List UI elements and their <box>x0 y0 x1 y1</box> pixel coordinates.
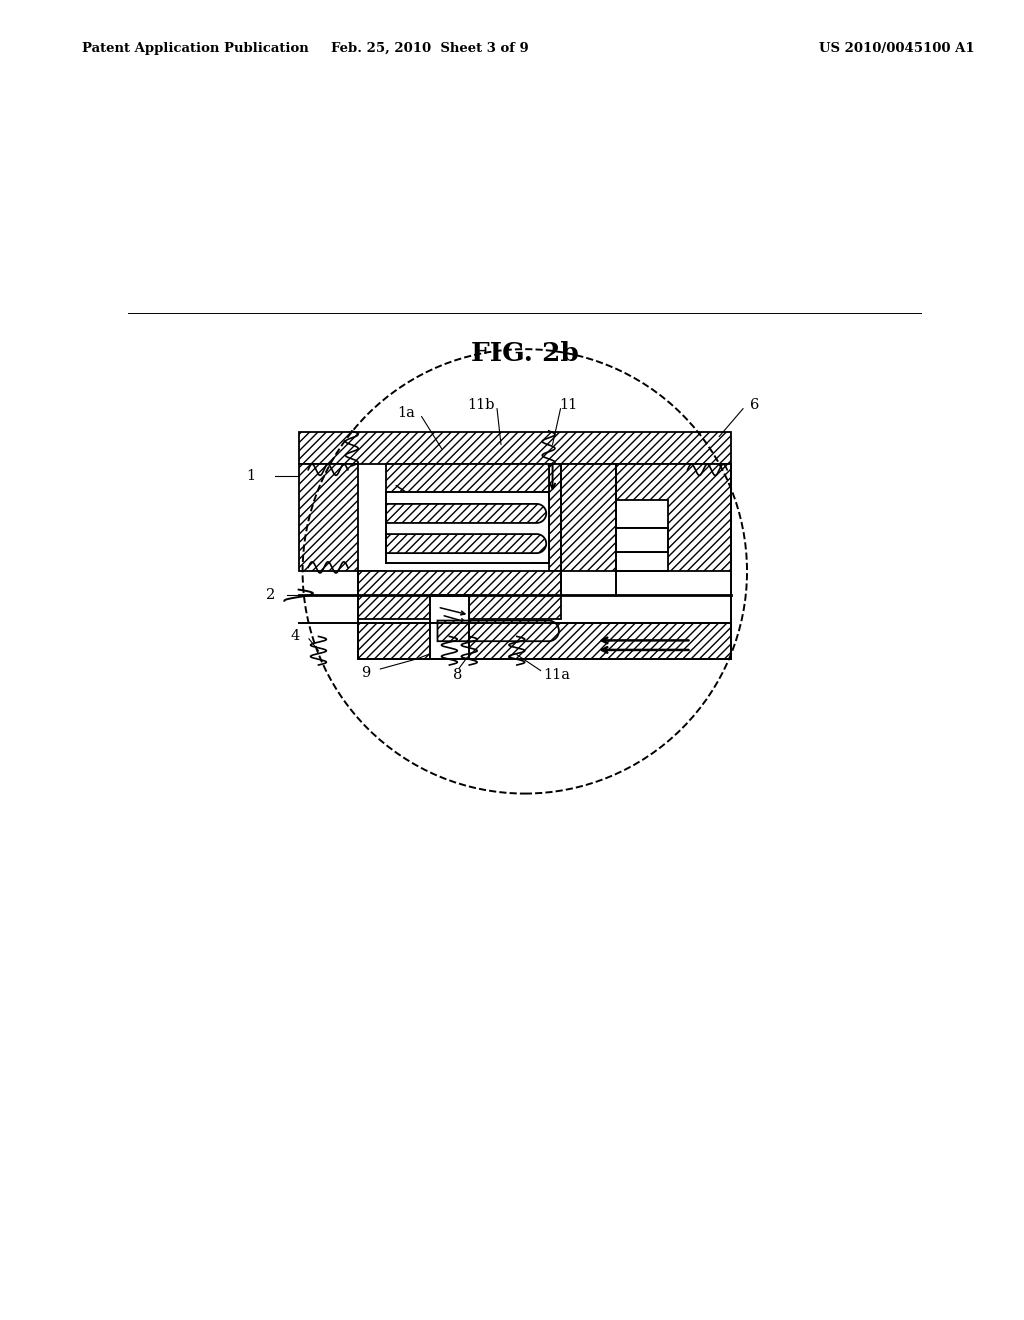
Polygon shape <box>386 492 549 564</box>
Polygon shape <box>299 465 358 572</box>
Polygon shape <box>549 465 560 572</box>
Text: 11a: 11a <box>543 668 570 681</box>
Polygon shape <box>386 535 546 553</box>
Text: 11: 11 <box>559 397 578 412</box>
Text: US 2010/0045100 A1: US 2010/0045100 A1 <box>819 42 975 55</box>
Text: FIG. 2b: FIG. 2b <box>471 341 579 366</box>
Polygon shape <box>437 620 559 642</box>
Text: 8: 8 <box>453 668 462 681</box>
Polygon shape <box>560 465 616 572</box>
Polygon shape <box>616 465 731 572</box>
Polygon shape <box>386 554 528 564</box>
Text: 1: 1 <box>247 469 256 483</box>
Polygon shape <box>386 504 546 523</box>
Polygon shape <box>358 572 560 619</box>
Text: Feb. 25, 2010  Sheet 3 of 9: Feb. 25, 2010 Sheet 3 of 9 <box>331 42 529 55</box>
Polygon shape <box>386 465 549 492</box>
Text: 9: 9 <box>361 667 371 680</box>
Polygon shape <box>430 595 469 659</box>
Text: Patent Application Publication: Patent Application Publication <box>82 42 308 55</box>
Text: 4: 4 <box>290 630 299 643</box>
Polygon shape <box>386 492 528 503</box>
Polygon shape <box>469 623 731 659</box>
Text: 11b: 11b <box>467 397 495 412</box>
Polygon shape <box>616 528 668 552</box>
Text: 2: 2 <box>266 589 275 602</box>
Polygon shape <box>386 524 528 533</box>
Polygon shape <box>358 623 430 659</box>
Polygon shape <box>299 433 731 465</box>
Text: 1a: 1a <box>397 405 415 420</box>
Text: 6: 6 <box>751 397 760 412</box>
